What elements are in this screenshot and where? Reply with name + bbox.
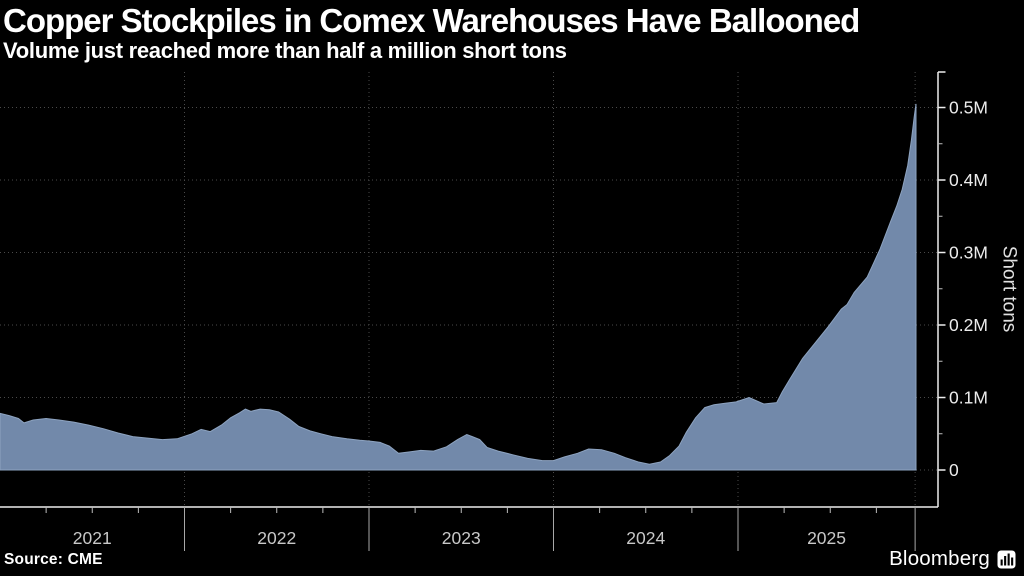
y-axis-title: Short tons (999, 246, 1020, 333)
bloomberg-logo: Bloomberg (889, 547, 1016, 571)
svg-text:2022: 2022 (257, 528, 296, 548)
svg-text:0: 0 (949, 460, 959, 480)
svg-text:2021: 2021 (73, 528, 112, 548)
svg-text:0.5M: 0.5M (949, 98, 988, 118)
svg-text:0.3M: 0.3M (949, 243, 988, 263)
chart-title: Copper Stockpiles in Comex Warehouses Ha… (3, 2, 860, 39)
gridlines (0, 72, 938, 505)
source-note: Source: CME (4, 551, 103, 568)
svg-text:2025: 2025 (807, 528, 846, 548)
svg-text:0.4M: 0.4M (949, 170, 988, 190)
svg-text:2023: 2023 (442, 528, 481, 548)
axes (0, 71, 946, 508)
bloomberg-wordmark: Bloomberg (889, 547, 990, 570)
tick-marks (45, 106, 946, 551)
bloomberg-bars-icon (997, 550, 1016, 568)
svg-text:2024: 2024 (626, 528, 665, 548)
chart-subtitle: Volume just reached more than half a mil… (3, 38, 567, 63)
axis-labels: 0 0.1M 0.2M 0.3M 0.4M 0.5M 2021 2022 2023 2024 202… (73, 98, 1020, 549)
area-series (0, 103, 917, 471)
svg-text:0.2M: 0.2M (949, 315, 988, 335)
svg-text:0.1M: 0.1M (949, 388, 988, 408)
